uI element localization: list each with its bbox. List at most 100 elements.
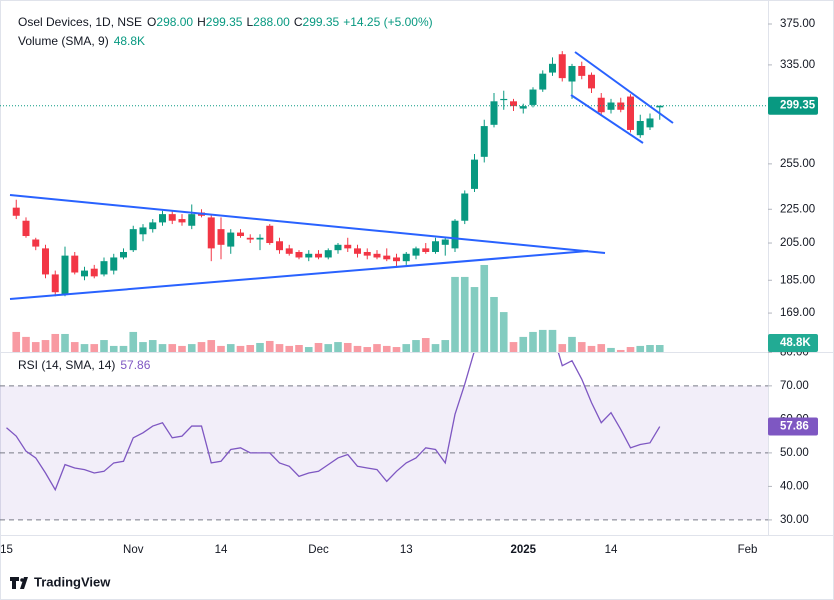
last-price-label: 299.35 bbox=[780, 100, 816, 112]
candle-body bbox=[51, 274, 59, 293]
volume-bar bbox=[197, 342, 206, 352]
volume-bar bbox=[597, 344, 606, 352]
x-tick-label: 14 bbox=[605, 544, 618, 556]
volume-bar bbox=[285, 345, 294, 352]
y-tick-label: 375.00 bbox=[780, 18, 815, 30]
rsi-tick-label: 70.00 bbox=[780, 380, 809, 392]
volume-bar bbox=[148, 340, 157, 352]
volume-bar bbox=[178, 345, 186, 352]
volume-bar bbox=[441, 340, 450, 352]
volume-bar bbox=[616, 349, 625, 352]
volume-bar bbox=[314, 342, 323, 352]
candle-body bbox=[422, 248, 430, 252]
volume-bar bbox=[538, 329, 547, 352]
volume-bar bbox=[168, 344, 177, 352]
legend: Osel Devices, 1D, NSE O298.00 H299.35 L288.… bbox=[18, 15, 433, 29]
brand-name: TradingView bbox=[34, 574, 111, 589]
candle-body bbox=[510, 101, 517, 107]
candle-body bbox=[120, 251, 127, 258]
volume-bar bbox=[499, 312, 508, 352]
candle-body bbox=[256, 237, 264, 240]
x-tick-label: Feb bbox=[738, 544, 758, 556]
candle-body bbox=[578, 65, 586, 76]
volume-bar bbox=[470, 287, 479, 352]
volume-bar bbox=[558, 344, 567, 352]
candle-body bbox=[393, 257, 400, 262]
rsi-name: RSI (14, SMA, 14) bbox=[18, 358, 115, 372]
trendline bbox=[574, 51, 674, 124]
y-tick-label: 335.00 bbox=[780, 59, 815, 71]
volume-bar bbox=[51, 333, 60, 352]
x-tick-label: 14 bbox=[215, 544, 228, 556]
candle-body bbox=[500, 98, 508, 101]
volume-sma-badge bbox=[768, 334, 818, 353]
trendline bbox=[570, 94, 644, 144]
candle-body bbox=[597, 97, 605, 113]
candle-body bbox=[471, 159, 478, 189]
candle-body bbox=[149, 222, 157, 230]
candle-body bbox=[266, 225, 274, 244]
volume-legend: Volume (SMA, 9) 48.8K bbox=[18, 34, 145, 48]
volume-bar bbox=[158, 344, 167, 352]
candle-body bbox=[276, 241, 283, 251]
volume-name: Volume (SMA, 9) bbox=[18, 34, 109, 48]
y-tick-label: 225.00 bbox=[780, 203, 815, 215]
brand-logo-dot bbox=[20, 578, 24, 582]
candle-body bbox=[207, 217, 215, 249]
axis-badges: 299.35 48.8K 57.86 bbox=[768, 96, 818, 436]
candle-body bbox=[627, 96, 634, 130]
volume-bar bbox=[607, 347, 615, 352]
candle-body bbox=[178, 219, 186, 223]
rsi-legend: RSI (14, SMA, 14) 57.86 bbox=[18, 358, 151, 372]
volume-bar bbox=[265, 340, 274, 352]
rsi-layer bbox=[6, 352, 661, 492]
volume-bar bbox=[217, 345, 225, 352]
volume-bar bbox=[577, 342, 586, 352]
volume-bar bbox=[568, 336, 576, 352]
price-layer bbox=[0, 51, 768, 297]
volume-bar bbox=[12, 331, 21, 352]
volume-bar bbox=[587, 345, 596, 352]
volume-bar bbox=[451, 276, 459, 352]
volume-bar bbox=[353, 345, 362, 352]
volume-bar bbox=[646, 345, 654, 352]
volume-bar bbox=[431, 344, 440, 352]
volume-bar bbox=[236, 345, 245, 352]
x-tick-label: Dec bbox=[308, 544, 329, 556]
volume-bar bbox=[509, 342, 518, 352]
volume-bar bbox=[70, 342, 79, 352]
volume-bar bbox=[275, 344, 284, 352]
volume-bar bbox=[207, 340, 216, 352]
candle-body bbox=[305, 253, 313, 258]
candle-body bbox=[373, 253, 381, 258]
candle-body bbox=[188, 214, 196, 226]
trendlines bbox=[9, 51, 674, 300]
volume-bar bbox=[529, 331, 537, 352]
volume-bar bbox=[109, 345, 118, 352]
volume-sma-label: 48.8K bbox=[780, 337, 811, 349]
candle-body bbox=[295, 251, 303, 258]
volume-bar bbox=[80, 344, 89, 352]
volume-bar bbox=[324, 344, 333, 352]
candle-body bbox=[451, 220, 459, 249]
ohlc-key: O bbox=[147, 15, 156, 29]
rsi-tick-label: 30.00 bbox=[780, 514, 809, 526]
candle-body bbox=[363, 251, 371, 256]
ohlc-value: 288.00 bbox=[253, 15, 290, 29]
volume-bar bbox=[246, 345, 255, 352]
candle-body bbox=[344, 244, 352, 249]
ohlc-value: 299.35 bbox=[303, 15, 340, 29]
candle-body bbox=[61, 255, 69, 295]
volume-bar bbox=[626, 347, 635, 352]
candle-body bbox=[461, 193, 469, 221]
candle-body bbox=[90, 268, 98, 277]
y-tick-label: 185.00 bbox=[780, 274, 815, 286]
candle-body bbox=[588, 74, 595, 89]
x-tick-label: Nov bbox=[123, 544, 144, 556]
candle-body bbox=[490, 101, 498, 125]
volume-bar bbox=[41, 340, 50, 352]
volume-bar bbox=[382, 345, 391, 352]
candle-body bbox=[81, 270, 88, 277]
